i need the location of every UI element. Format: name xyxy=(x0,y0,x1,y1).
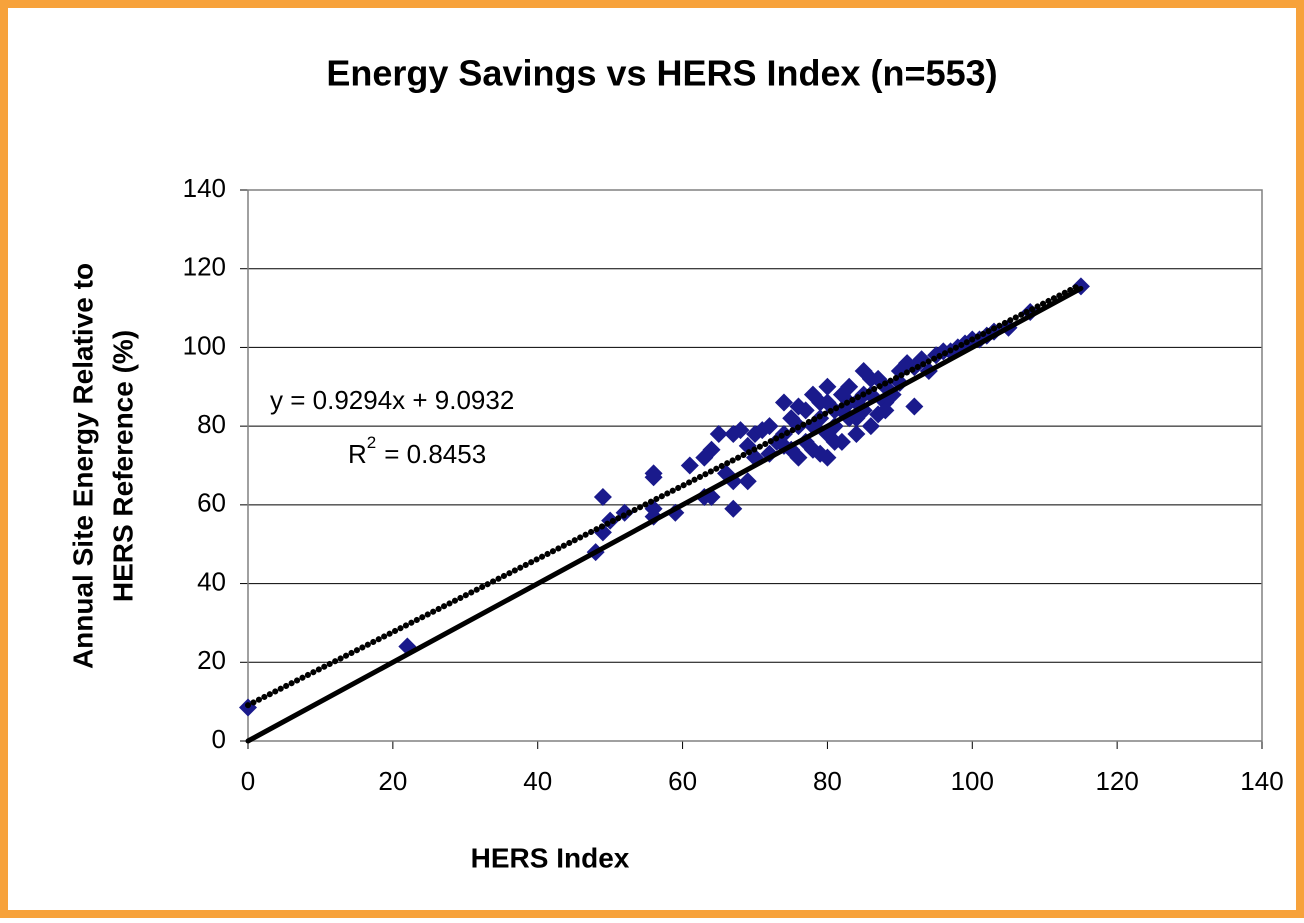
y-tick-label: 20 xyxy=(197,645,226,675)
point xyxy=(861,369,880,388)
x-tick-label: 0 xyxy=(241,766,255,796)
y-axis-label: HERS Reference (%) xyxy=(107,330,138,602)
y-tick-label: 140 xyxy=(183,173,226,203)
point xyxy=(861,417,880,436)
point xyxy=(825,432,844,451)
chart-title: Energy Savings vs HERS Index (n=553) xyxy=(326,53,997,94)
point xyxy=(680,456,699,475)
x-tick-label: 120 xyxy=(1095,766,1138,796)
point xyxy=(738,472,757,491)
y-tick-label: 40 xyxy=(197,566,226,596)
point xyxy=(811,393,830,412)
r2-sup: 2 xyxy=(367,433,376,452)
r2-value: = 0.8453 xyxy=(384,439,486,469)
y-tick-label: 100 xyxy=(183,330,226,360)
x-tick-label: 60 xyxy=(668,766,697,796)
x-tick-label: 100 xyxy=(951,766,994,796)
point xyxy=(774,393,793,412)
point xyxy=(731,421,750,440)
plot-area: 0 20 40 60 80 100 120 140 0 20 40 60 80 100 120 140 xyxy=(183,173,1284,796)
x-tick-label: 20 xyxy=(378,766,407,796)
y-tick-label: 120 xyxy=(183,252,226,282)
point xyxy=(847,425,866,444)
reference-line xyxy=(245,285,1084,744)
point xyxy=(644,499,663,518)
x-tick-label: 140 xyxy=(1240,766,1283,796)
r2-label: R xyxy=(348,439,367,469)
point xyxy=(789,397,808,416)
point xyxy=(905,397,924,416)
point xyxy=(789,448,808,467)
point xyxy=(818,377,837,396)
plot-border xyxy=(247,189,1263,742)
r-squared: R2 = 0.8453 xyxy=(348,433,486,468)
point xyxy=(818,448,837,467)
point xyxy=(760,417,779,436)
y-tick-label: 80 xyxy=(197,409,226,439)
y-tick-label: 0 xyxy=(212,724,226,754)
point xyxy=(593,487,612,506)
x-tick-label: 80 xyxy=(813,766,842,796)
equation: y = 0.9294x + 9.0932 xyxy=(270,385,514,415)
point xyxy=(702,440,721,459)
point xyxy=(724,499,743,518)
point xyxy=(709,425,728,444)
point xyxy=(644,464,663,483)
x-axis-label: HERS Index xyxy=(471,842,630,873)
point xyxy=(840,377,859,396)
y-tick-label: 60 xyxy=(197,488,226,518)
point xyxy=(876,401,895,420)
y-axis-label: Annual Site Energy Relative to xyxy=(67,263,98,669)
x-tick-label: 40 xyxy=(523,766,552,796)
trend-line xyxy=(245,281,1084,709)
